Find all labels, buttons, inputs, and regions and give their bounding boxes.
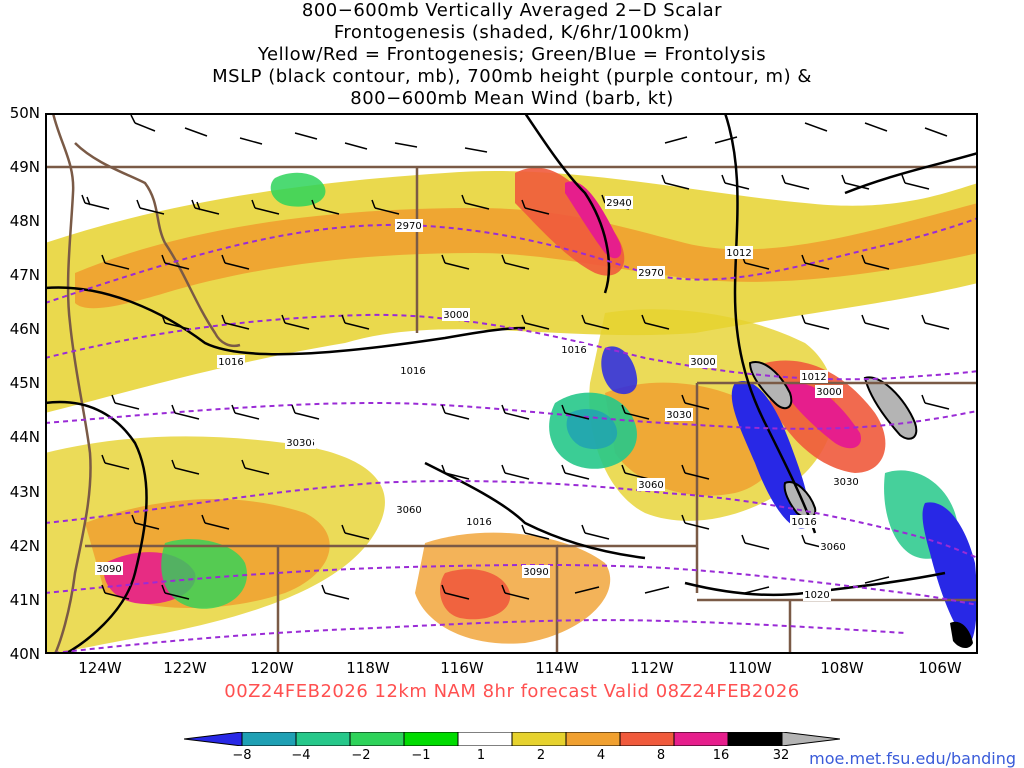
mslp-label: 1016: [400, 366, 425, 377]
height-label: 2970: [396, 221, 421, 232]
title-line-5: 800−600mb Mean Wind (barb, kt): [350, 88, 674, 109]
map-title: 800−600mb Vertically Averaged 2−D Scalar…: [0, 0, 1024, 110]
frontogenesis-map: 1012 1016 1016 1016 1016 1016 1012 1016 …: [45, 113, 978, 654]
title-line-4: MSLP (black contour, mb), 700mb height (…: [212, 66, 812, 87]
title-line-2: Frontogenesis (shaded, K/6hr/100km): [333, 22, 691, 43]
lon-label: 122W: [163, 659, 207, 677]
lon-label: 106W: [918, 659, 962, 677]
credit-url[interactable]: moe.met.fsu.edu/banding: [809, 749, 1016, 768]
legend-label: 1: [476, 748, 486, 763]
height-label: 2940: [606, 198, 631, 209]
mslp-label: 1016: [561, 345, 586, 356]
height-label: 3090: [96, 564, 121, 575]
height-label: 3030: [286, 438, 311, 449]
height-label: 3060: [396, 505, 421, 516]
legend-swatch: [727, 732, 783, 746]
height-contours: [45, 217, 978, 654]
legend-swatch: [565, 732, 621, 746]
lat-label: 43N: [9, 483, 40, 501]
mslp-label: 1012: [801, 372, 826, 383]
title-line-1: 800−600mb Vertically Averaged 2−D Scalar: [301, 0, 723, 21]
legend-label: 16: [712, 748, 730, 763]
height-label: 3000: [690, 357, 715, 368]
title-line-3: Yellow/Red = Frontogenesis; Green/Blue =…: [257, 44, 767, 65]
wind-barbs: [81, 114, 950, 600]
height-label: 2970: [638, 268, 663, 279]
legend-swatch: [184, 732, 243, 746]
legend-swatch: [457, 732, 513, 746]
lat-label: 47N: [9, 266, 40, 284]
lat-label: 49N: [9, 158, 40, 176]
lat-label: 46N: [9, 320, 40, 338]
lat-label: 50N: [9, 104, 40, 122]
lat-label: 44N: [9, 428, 40, 446]
lat-label: 48N: [9, 212, 40, 230]
lat-label: 41N: [9, 591, 40, 609]
forecast-valid-line: 00Z24FEB2026 12km NAM 8hr forecast Valid…: [224, 681, 800, 702]
mslp-label: 1016: [791, 517, 816, 528]
mslp-contours: [45, 113, 978, 654]
legend-swatch: [673, 732, 729, 746]
legend-swatch: [619, 732, 675, 746]
legend-swatch: [511, 732, 567, 746]
mslp-label: 1016: [218, 357, 243, 368]
state-borders: [45, 165, 978, 654]
lon-label: 120W: [250, 659, 294, 677]
legend-label: −8: [232, 748, 252, 763]
lon-label: 112W: [630, 659, 674, 677]
mslp-label: 1020: [804, 590, 829, 601]
legend-label: −1: [411, 748, 431, 763]
legend-swatch: [295, 732, 351, 746]
height-label: 3060: [638, 480, 663, 491]
legend-label: −2: [351, 748, 371, 763]
height-label: 3090: [523, 567, 548, 578]
height-label: 3000: [443, 310, 468, 321]
legend-label: 8: [656, 748, 666, 763]
legend-label: 2: [536, 748, 546, 763]
lon-label: 124W: [78, 659, 122, 677]
lon-label: 118W: [346, 659, 390, 677]
lat-label: 45N: [9, 374, 40, 392]
height-label: 3000: [816, 387, 841, 398]
frontogenesis-shading: [45, 167, 978, 654]
height-label: 3030: [833, 477, 858, 488]
height-label: 3060: [820, 542, 845, 553]
legend-swatch: [241, 732, 297, 746]
lon-label: 114W: [535, 659, 579, 677]
lon-label: 116W: [440, 659, 484, 677]
mslp-label: 1016: [466, 517, 491, 528]
legend-swatch: [349, 732, 405, 746]
mslp-label: 1012: [726, 248, 751, 259]
legend-swatch: [403, 732, 459, 746]
legend-label: 32: [772, 748, 790, 763]
color-legend: [184, 732, 840, 746]
lon-label: 108W: [820, 659, 864, 677]
legend-swatch: [781, 732, 840, 746]
lat-label: 40N: [9, 645, 40, 663]
map-frame: [45, 113, 978, 654]
legend-label: 4: [596, 748, 606, 763]
lat-label: 42N: [9, 537, 40, 555]
legend-label: −4: [291, 748, 311, 763]
height-label: 3030: [666, 410, 691, 421]
lon-label: 110W: [728, 659, 772, 677]
